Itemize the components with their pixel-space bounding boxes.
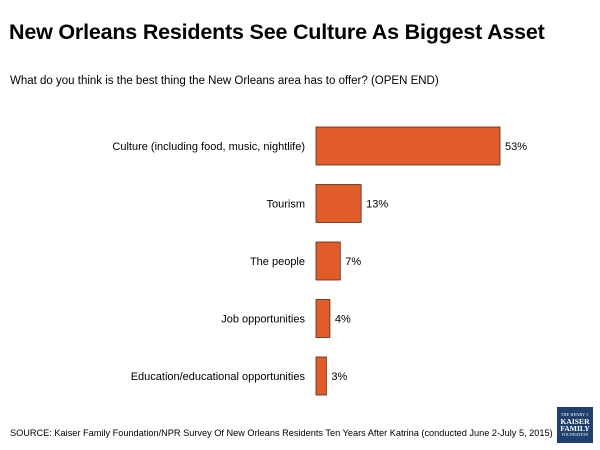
kaiser-logo: THE HENRY J. KAISER FAMILY FOUNDATION [557, 407, 593, 443]
value-label-the-people: 7% [345, 256, 361, 268]
bar-job-opportunities [315, 299, 331, 338]
category-label-tourism: Tourism [266, 199, 305, 211]
chart-title: New Orleans Residents See Culture As Big… [9, 20, 545, 44]
bar-tourism [315, 184, 362, 223]
source-note: SOURCE: Kaiser Family Foundation/NPR Sur… [10, 428, 553, 438]
logo-line-3: FAMILY [560, 424, 590, 434]
value-label-culture-including-food-music-nightlife: 53% [505, 141, 527, 153]
value-label-job-opportunities: 4% [335, 314, 351, 326]
logo-line-2: KAISER [560, 416, 590, 426]
logo-line-4: FOUNDATION [561, 432, 589, 437]
bar-education-educational-opportunities [315, 356, 327, 396]
bar-the-people [315, 241, 341, 281]
value-label-tourism: 13% [366, 199, 388, 211]
logo-line-1: THE HENRY J. [560, 411, 590, 417]
chart-subtitle: What do you think is the best thing the … [10, 75, 439, 87]
category-label-the-people: The people [250, 256, 305, 268]
category-label-education-educational-opportunities: Education/educational opportunities [131, 371, 306, 383]
category-label-culture-including-food-music-nightlife: Culture (including food, music, nightlif… [112, 141, 305, 153]
bar-chart: Culture (including food, music, nightlif… [112, 126, 527, 396]
value-label-education-educational-opportunities: 3% [331, 371, 347, 383]
category-label-job-opportunities: Job opportunities [221, 314, 305, 326]
bar-culture-including-food-music-nightlife [315, 126, 501, 166]
